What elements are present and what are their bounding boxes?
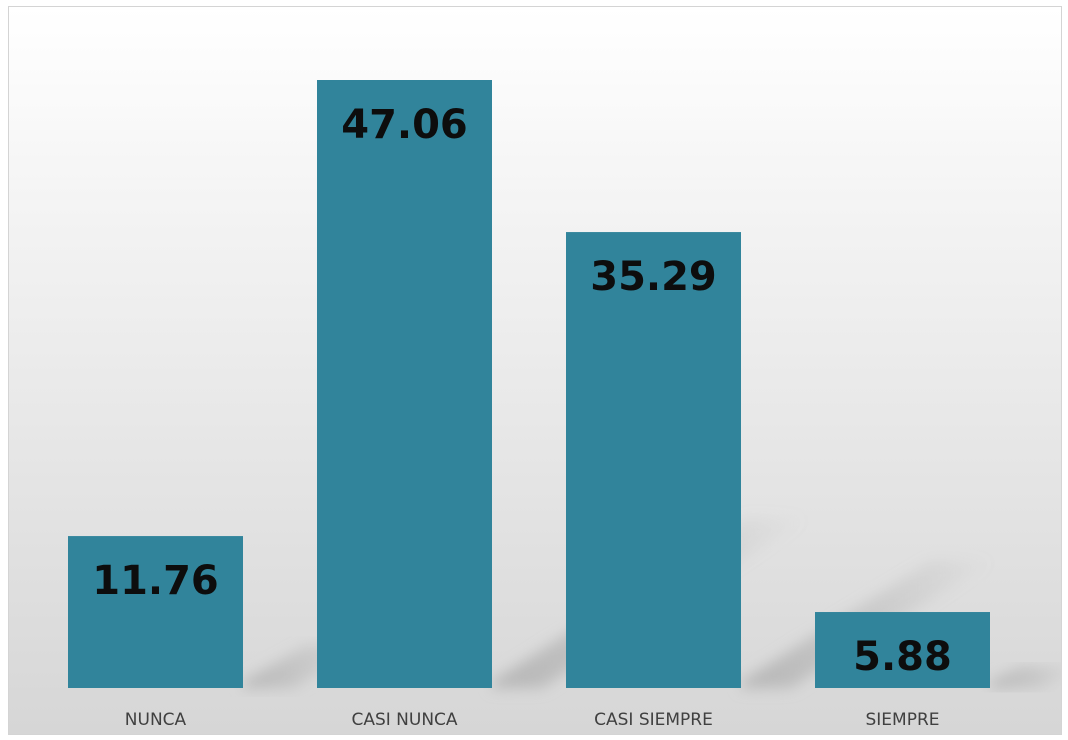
category-tick-label: SIEMPRE <box>865 710 939 730</box>
bars <box>68 80 990 688</box>
category-tick-label: NUNCA <box>125 710 187 730</box>
value-labels: 11.76 47.06 35.29 5.88 <box>92 102 952 680</box>
bar-casi-siempre <box>566 232 741 688</box>
bar-nunca <box>68 536 243 688</box>
category-tick-label: CASI NUNCA <box>351 710 457 730</box>
category-labels: NUNCA CASI NUNCA CASI SIEMPRE SIEMPRE <box>125 710 940 730</box>
bar-chart: 11.76 47.06 35.29 5.88 NUNCA CASI NUNCA CASI … <box>9 7 1061 734</box>
bar-casi-nunca <box>317 80 492 688</box>
data-label: 11.76 <box>92 558 219 604</box>
chart-frame: 11.76 47.06 35.29 5.88 NUNCA CASI NUNCA CASI … <box>8 6 1062 735</box>
bar-shadow <box>990 666 1061 688</box>
bar-siempre <box>815 612 990 688</box>
data-label: 5.88 <box>853 634 952 680</box>
data-label: 47.06 <box>341 102 468 148</box>
data-label: 35.29 <box>590 254 717 300</box>
category-tick-label: CASI SIEMPRE <box>594 710 713 730</box>
